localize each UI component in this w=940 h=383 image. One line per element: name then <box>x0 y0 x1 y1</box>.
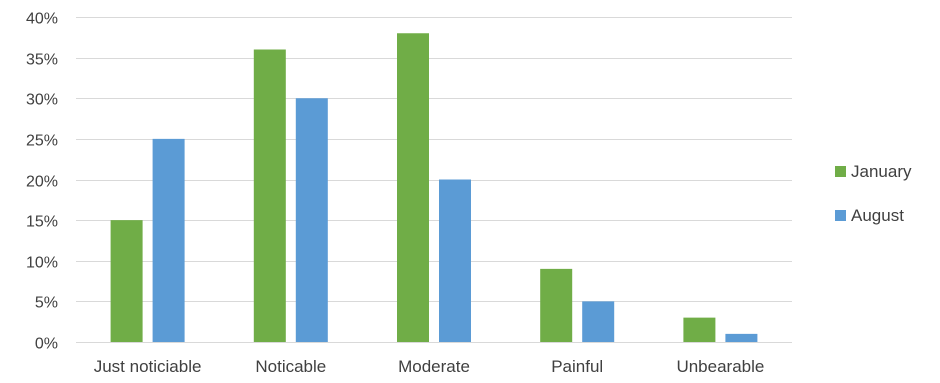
x-category-label: Moderate <box>398 357 470 376</box>
x-category-label: Just noticiable <box>94 357 202 376</box>
legend: January August <box>835 162 912 225</box>
bar-january-4 <box>540 268 573 342</box>
y-tick-label: 25% <box>26 133 58 150</box>
bar-august-1 <box>152 138 185 342</box>
bar-january-1 <box>110 220 143 342</box>
x-axis-category-labels: Just noticiable Noticable Moderate Painful U… <box>94 357 765 376</box>
y-tick-label: 15% <box>26 214 58 231</box>
y-axis-tick-labels: 0% 5% 10% 15% 20% 25% 30% 35% 40% <box>26 11 58 353</box>
x-category-label: Unbearable <box>676 357 764 376</box>
bars <box>110 33 758 342</box>
y-tick-label: 0% <box>35 336 58 353</box>
y-tick-label: 5% <box>35 295 58 312</box>
bar-august-4 <box>582 301 615 342</box>
bar-august-3 <box>439 179 471 342</box>
bar-january-5 <box>683 317 716 342</box>
y-tick-label: 10% <box>26 255 58 272</box>
legend-swatch-august <box>835 210 846 221</box>
y-tick-label: 40% <box>26 11 58 28</box>
legend-label-august: August <box>851 206 904 225</box>
y-tick-label: 35% <box>26 52 58 69</box>
bar-january-3 <box>397 33 429 342</box>
x-category-label: Noticable <box>255 357 326 376</box>
bar-august-2 <box>295 98 328 342</box>
bar-august-5 <box>725 333 758 342</box>
y-tick-label: 30% <box>26 92 58 109</box>
bar-january-2 <box>253 49 286 342</box>
y-tick-label: 20% <box>26 174 58 191</box>
x-category-label: Painful <box>551 357 603 376</box>
gridlines <box>76 17 792 343</box>
legend-label-january: January <box>851 162 912 181</box>
legend-swatch-january <box>835 166 846 177</box>
